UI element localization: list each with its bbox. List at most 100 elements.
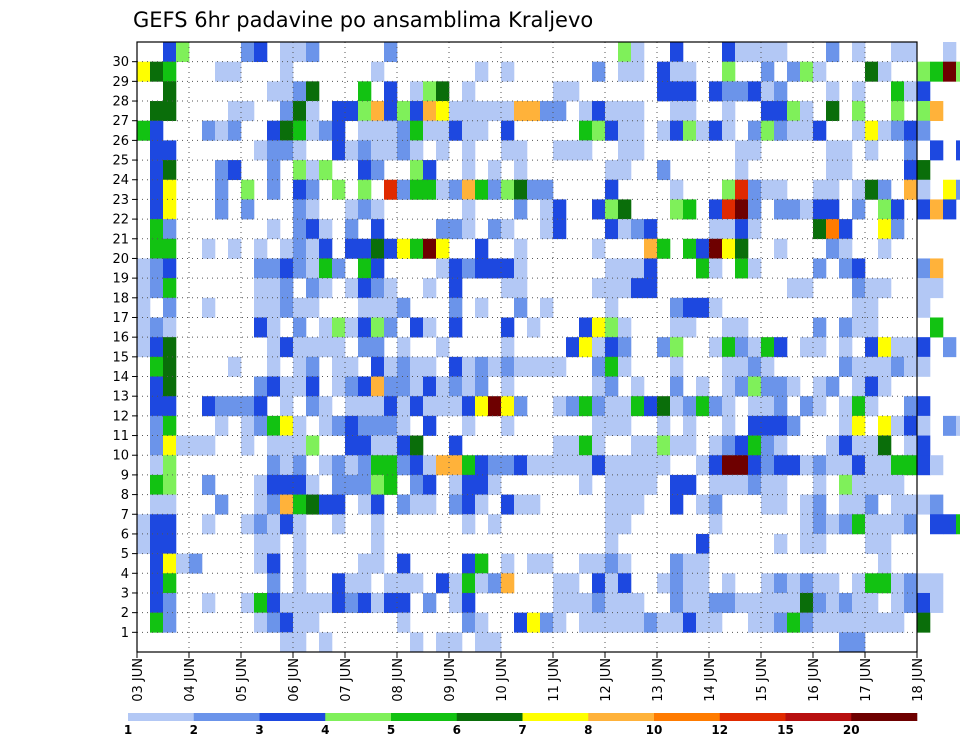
heatmap-cell	[904, 573, 918, 594]
heatmap-cell	[267, 356, 281, 377]
heatmap-cell	[254, 494, 268, 515]
heatmap-cell	[813, 514, 827, 535]
heatmap-cell	[228, 160, 242, 181]
heatmap-cell	[553, 612, 567, 633]
heatmap-cell	[345, 278, 359, 299]
heatmap-cell	[150, 415, 164, 436]
heatmap-cell	[696, 396, 710, 417]
heatmap-cell	[345, 376, 359, 397]
heatmap-cell	[423, 376, 437, 397]
heatmap-cell	[306, 494, 320, 515]
heatmap-cell	[228, 120, 242, 141]
heatmap-cell	[709, 435, 723, 456]
heatmap-cell	[683, 238, 697, 259]
heatmap-cell	[449, 632, 463, 653]
heatmap-cell	[384, 592, 398, 613]
heatmap-cell	[553, 573, 567, 594]
heatmap-cell	[306, 592, 320, 613]
heatmap-cell	[280, 376, 294, 397]
heatmap-cell	[410, 238, 424, 259]
heatmap-cell	[956, 514, 960, 535]
heatmap-cell	[787, 592, 801, 613]
heatmap-cell	[709, 81, 723, 102]
heatmap-cell	[410, 81, 424, 102]
heatmap-cell	[592, 612, 606, 633]
heatmap-cell	[358, 317, 372, 338]
heatmap-cell	[371, 61, 385, 82]
y-tick-label: 27	[112, 114, 129, 129]
heatmap-cell	[839, 455, 853, 476]
heatmap-cell	[774, 474, 788, 495]
heatmap-cell	[150, 435, 164, 456]
heatmap-cell	[852, 455, 866, 476]
heatmap-cell	[631, 612, 645, 633]
heatmap-cell	[397, 573, 411, 594]
heatmap-cell	[787, 612, 801, 633]
heatmap-cell	[150, 219, 164, 240]
heatmap-cell	[878, 238, 892, 259]
heatmap-cell	[410, 120, 424, 141]
heatmap-cell	[826, 81, 840, 102]
heatmap-cell	[410, 494, 424, 515]
heatmap-cell	[592, 592, 606, 613]
heatmap-cell	[709, 612, 723, 633]
heatmap-cell	[709, 474, 723, 495]
heatmap-cell	[865, 514, 879, 535]
heatmap-cell	[943, 61, 957, 82]
heatmap-cell	[748, 612, 762, 633]
heatmap-cell	[813, 533, 827, 554]
heatmap-cell	[683, 435, 697, 456]
y-tick-label: 29	[112, 75, 129, 90]
heatmap-cell	[891, 356, 905, 377]
heatmap-cell	[644, 474, 658, 495]
heatmap-cell	[891, 592, 905, 613]
heatmap-cell	[722, 474, 736, 495]
heatmap-cell	[865, 435, 879, 456]
heatmap-cell	[449, 474, 463, 495]
heatmap-cell	[592, 238, 606, 259]
heatmap-cell	[293, 494, 307, 515]
heatmap-cell	[475, 258, 489, 279]
heatmap-cell	[618, 101, 632, 122]
heatmap-cell	[228, 238, 242, 259]
heatmap-cell	[462, 179, 476, 200]
heatmap-cell	[839, 435, 853, 456]
x-tick-label: 09 JUN	[443, 658, 458, 702]
heatmap-cell	[358, 238, 372, 259]
heatmap-cell	[800, 533, 814, 554]
heatmap-cell	[787, 455, 801, 476]
heatmap-cell	[358, 258, 372, 279]
heatmap-cell	[254, 317, 268, 338]
heatmap-cell	[241, 415, 255, 436]
heatmap-cell	[397, 494, 411, 515]
heatmap-cell	[891, 612, 905, 633]
heatmap-cell	[592, 376, 606, 397]
heatmap-cell	[280, 592, 294, 613]
heatmap-cell	[904, 42, 918, 62]
heatmap-cell	[150, 573, 164, 594]
heatmap-cell	[943, 337, 957, 358]
heatmap-cell	[605, 199, 619, 220]
heatmap-cell	[540, 297, 554, 318]
heatmap-cell	[150, 337, 164, 358]
heatmap-cell	[150, 317, 164, 338]
heatmap-cell	[280, 120, 294, 141]
heatmap-cell	[605, 573, 619, 594]
heatmap-cell	[761, 337, 775, 358]
heatmap-cell	[176, 553, 190, 574]
x-tick-label: 11 JUN	[547, 658, 562, 702]
heatmap-cell	[163, 592, 177, 613]
heatmap-cell	[852, 42, 866, 62]
legend-label: 1	[124, 723, 132, 737]
heatmap-cell	[540, 101, 554, 122]
x-tick-label: 16 JUN	[807, 658, 822, 702]
heatmap-cell	[605, 396, 619, 417]
heatmap-cell	[670, 573, 684, 594]
heatmap-cell	[904, 415, 918, 436]
legend-label: 7	[518, 723, 526, 737]
heatmap-cell	[150, 533, 164, 554]
heatmap-cell	[514, 278, 528, 299]
heatmap-cell	[501, 455, 515, 476]
heatmap-cell	[150, 553, 164, 574]
heatmap-cell	[215, 120, 229, 141]
